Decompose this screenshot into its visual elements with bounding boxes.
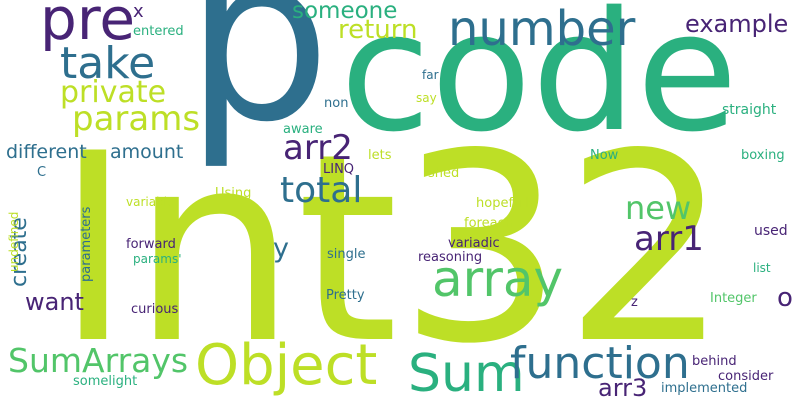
word-z: z [631, 295, 638, 310]
word-variadic: variadic [448, 236, 500, 251]
word-list: list [753, 261, 771, 275]
word-say: say [416, 91, 437, 105]
word-boxing: boxing [741, 148, 785, 163]
word-behind: behind [692, 354, 737, 369]
word-integer: Integer [710, 291, 757, 306]
word-arr2: arr2 [283, 128, 353, 168]
word-new: new [625, 189, 692, 227]
word-total: total [280, 170, 363, 211]
word-amount: amount [110, 141, 184, 163]
word-x: x [133, 1, 144, 22]
word-lets: lets [368, 148, 392, 163]
word-int32: Int32 [55, 99, 730, 400]
word-straight: straight [722, 102, 777, 118]
word-c: C [37, 165, 47, 180]
word-o: o [777, 283, 793, 313]
word-params: params' [133, 252, 182, 266]
word-consider: consider [718, 369, 774, 384]
word-private: private [60, 75, 167, 110]
word-example: example [685, 10, 789, 38]
word-return: return [338, 15, 418, 45]
word-number: number [448, 1, 636, 57]
word-undefined: undefined [7, 211, 21, 272]
word-pretty: Pretty [326, 288, 365, 303]
word-linq: LINQ [323, 162, 355, 177]
word-entered: entered [133, 24, 184, 39]
word-code: code [340, 0, 738, 168]
word-arr3: arr3 [598, 374, 648, 400]
word-forward: forward [126, 237, 176, 252]
word-far: far [422, 68, 439, 82]
word-take: take [60, 38, 156, 89]
word-parameters: parameters [79, 206, 94, 282]
word-params: params [72, 99, 201, 139]
word-want: want [25, 288, 84, 316]
word-single: single [327, 247, 366, 262]
word-used: used [754, 223, 788, 239]
word-different: different [6, 141, 87, 163]
word-hopefully: hopefully [476, 196, 537, 211]
word-foreach: foreach [464, 216, 513, 231]
word-implemented: implemented [661, 381, 748, 396]
word-arr1: arr1 [634, 219, 704, 259]
word-sum: Sum [408, 344, 525, 400]
word-someone: someone [292, 0, 398, 24]
word-using: Using [215, 186, 252, 201]
word-p: p [185, 0, 331, 173]
word-now: Now [590, 148, 619, 163]
word-curious: curious [131, 302, 179, 317]
word-object: Object [195, 333, 378, 398]
word-somelight: somelight [73, 374, 138, 389]
word-y: y [273, 233, 289, 264]
word-sumarrays: SumArrays [8, 341, 189, 380]
word-function: function [510, 338, 690, 389]
word-shed: shed [428, 166, 460, 181]
word-aware: aware [283, 122, 323, 137]
word-non: non [324, 96, 349, 111]
word-pre: pre [40, 0, 136, 53]
word-reasoning: reasoning [418, 250, 483, 265]
word-variable: variable [126, 195, 175, 209]
word-array: array [432, 250, 564, 308]
